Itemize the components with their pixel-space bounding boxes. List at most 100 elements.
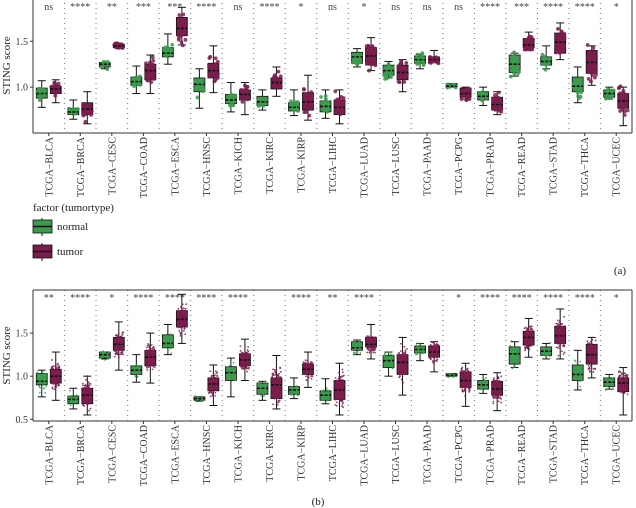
tumor-point <box>185 303 188 306</box>
normal-point <box>510 339 513 342</box>
tumor-point <box>278 378 281 380</box>
tumor-point <box>397 80 402 85</box>
normal-point <box>134 75 139 79</box>
tumor-point <box>562 332 565 335</box>
normal-point <box>387 64 391 69</box>
normal-point <box>383 353 386 356</box>
tumor-point <box>342 401 344 404</box>
tumor-point <box>82 391 84 394</box>
x-tick-label: TCGA−LIHC <box>328 137 339 194</box>
tumor-point <box>146 367 148 369</box>
normal-point <box>227 103 232 108</box>
normal-point <box>609 88 614 93</box>
tumor-point <box>213 380 215 383</box>
tumor-point <box>208 65 213 70</box>
normal-point <box>420 51 425 56</box>
tumor-point <box>56 373 59 376</box>
tumor-point <box>433 353 436 356</box>
significance-label: * <box>298 2 303 13</box>
normal-point <box>419 343 422 346</box>
tumor-point <box>148 354 151 357</box>
tumor-point <box>399 359 402 362</box>
tumor-point <box>373 46 377 51</box>
normal-point <box>45 375 48 378</box>
tumor-point <box>589 356 592 359</box>
tumor-point <box>342 398 345 401</box>
tumor-point <box>619 375 622 377</box>
tumor-point <box>617 85 622 90</box>
tumor-point <box>151 58 156 63</box>
tumor-point <box>181 303 184 306</box>
normal-point <box>258 103 262 107</box>
normal-point <box>199 399 202 402</box>
normal-point <box>135 364 138 366</box>
tumor-point <box>182 28 187 33</box>
tumor-point <box>524 349 526 352</box>
tumor-point <box>621 373 623 376</box>
tumor-point <box>145 78 150 83</box>
normal-point <box>44 391 47 394</box>
tumor-point <box>594 339 597 342</box>
normal-point <box>422 352 425 355</box>
tumor-point <box>492 394 495 397</box>
normal-point <box>101 351 104 354</box>
tumor-point <box>145 346 148 349</box>
normal-point <box>163 340 166 342</box>
tumor-point <box>493 93 497 97</box>
tumor-point <box>119 344 122 347</box>
normal-point <box>166 337 169 340</box>
tumor-point <box>240 357 243 360</box>
tumor-point <box>245 97 250 102</box>
tumor-point <box>622 372 625 375</box>
tumor-point <box>364 44 369 48</box>
normal-point <box>37 86 42 91</box>
tumor-point <box>151 66 155 71</box>
tumor-point <box>309 360 312 363</box>
tumor-point <box>179 326 182 329</box>
normal-point <box>389 353 392 356</box>
tumor-point <box>463 377 466 379</box>
tumor-point <box>149 360 152 362</box>
tumor-point <box>277 399 280 402</box>
normal-point <box>137 372 140 375</box>
tumor-point <box>209 387 212 390</box>
tumor-point <box>562 32 567 36</box>
significance-label: **** <box>354 293 374 304</box>
tumor-point <box>333 89 338 94</box>
tumor-point <box>529 328 532 331</box>
tumor-point <box>369 350 372 353</box>
tumor-point <box>523 331 526 334</box>
tumor-point <box>239 353 242 355</box>
tumor-point <box>595 346 597 349</box>
tumor-point <box>214 384 217 387</box>
tumor-point <box>403 345 406 348</box>
tumor-point <box>495 99 500 104</box>
normal-point <box>513 366 516 368</box>
tumor-point <box>304 359 307 362</box>
tumor-point <box>586 359 589 362</box>
tumor-point <box>464 395 466 397</box>
tumor-point <box>212 379 214 382</box>
tumor-point <box>404 353 407 355</box>
normal-point <box>574 360 577 363</box>
tumor-point <box>463 388 466 391</box>
normal-point <box>549 341 551 344</box>
normal-point <box>542 57 547 61</box>
tumor-point <box>276 69 281 74</box>
normal-point <box>390 362 393 365</box>
normal-point <box>231 374 234 377</box>
tumor-point <box>493 377 495 379</box>
tumor-point <box>460 381 463 384</box>
normal-point <box>258 381 260 384</box>
tumor-point <box>399 350 402 352</box>
tumor-point <box>429 345 432 347</box>
tumor-point <box>401 372 404 375</box>
tumor-point <box>371 341 374 344</box>
x-tick-label: TCGA−PRAD <box>486 425 497 485</box>
normal-point <box>100 356 102 359</box>
tumor-point <box>185 314 188 317</box>
normal-point <box>419 352 422 355</box>
normal-point <box>107 357 110 360</box>
tumor-point <box>592 367 595 370</box>
